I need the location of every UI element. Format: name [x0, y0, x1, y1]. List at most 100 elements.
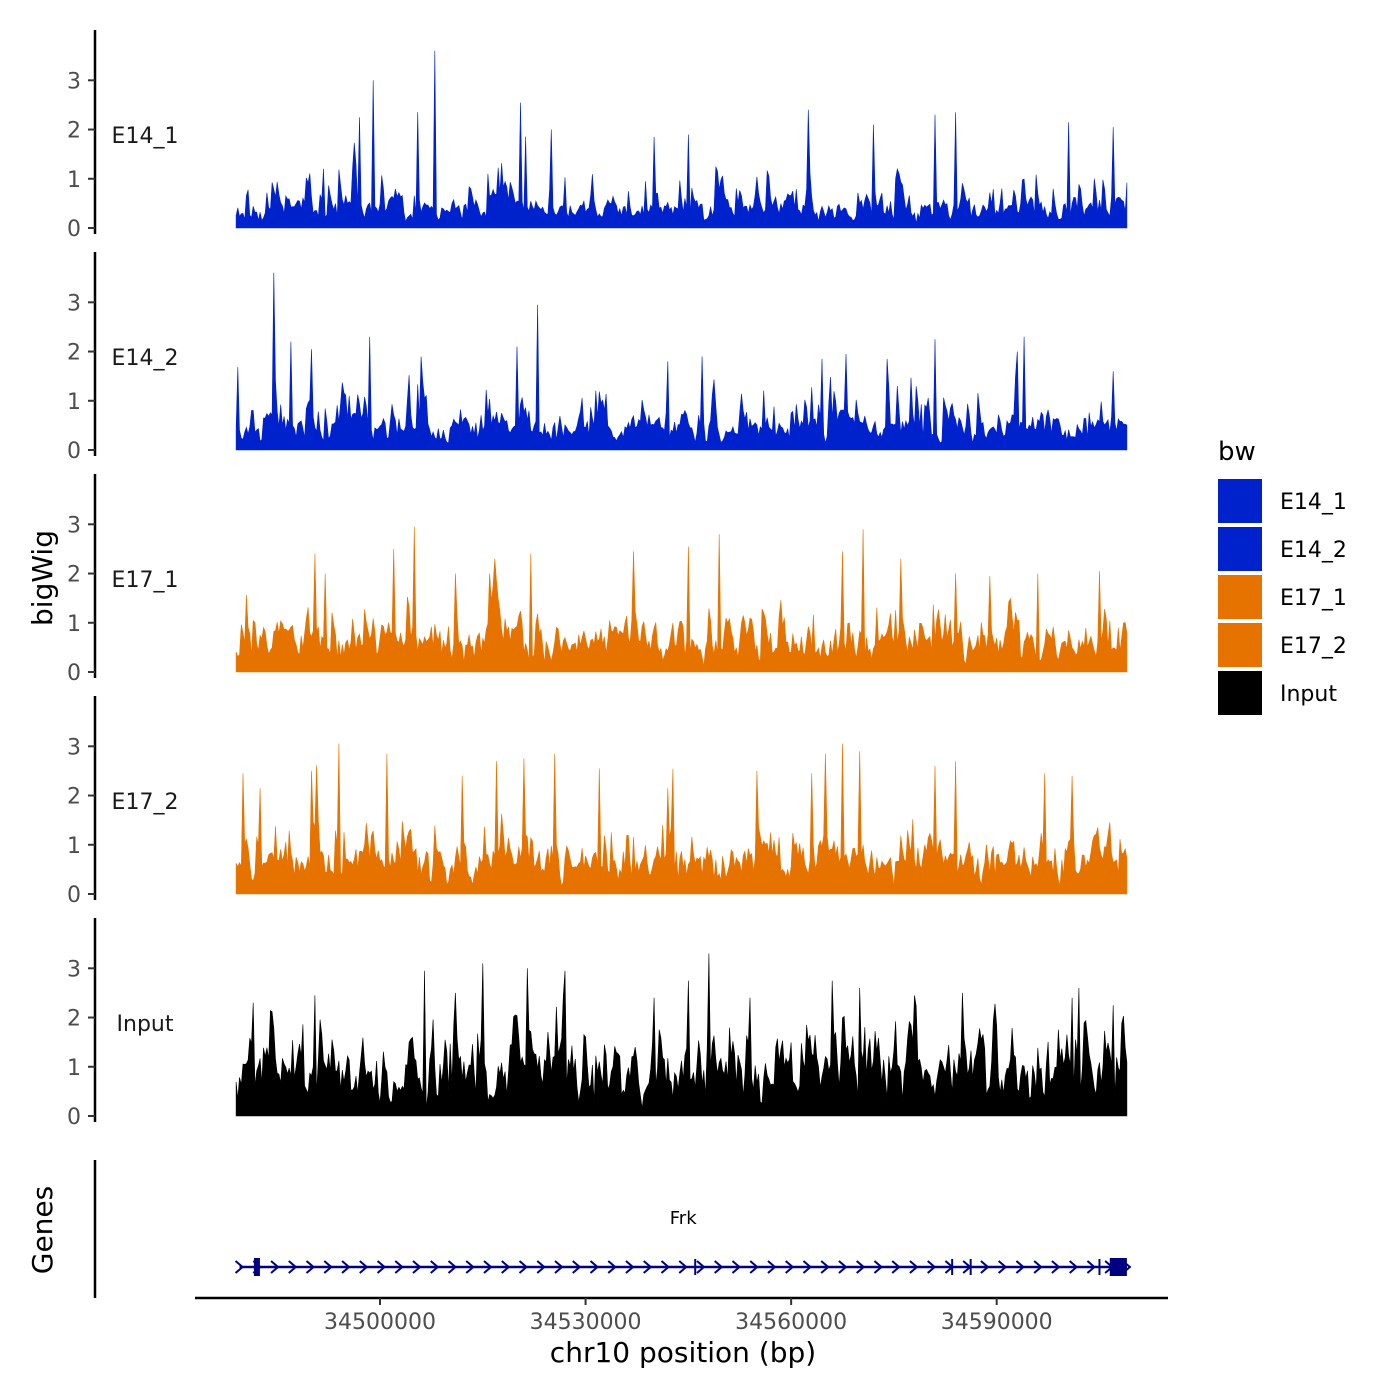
strand-arrow — [323, 1260, 333, 1274]
legend: E14_1 E14_2 E17_1 E17_2 Input — [1218, 479, 1347, 715]
track-E14_1: 0 1 2 3 E14_1 — [67, 30, 1128, 242]
y-tick-label: 3 — [67, 735, 81, 760]
strand-arrow — [731, 1260, 741, 1274]
x-axis: 34500000 34530000 34560000 34590000 — [195, 1296, 1168, 1335]
y-tick-label: 0 — [67, 883, 81, 908]
x-tick-label: 34500000 — [324, 1310, 436, 1335]
y-tick-label: 0 — [67, 439, 81, 464]
strand-arrow — [412, 1260, 422, 1274]
signal-tracks: 0 1 2 3 E14_1 0 1 2 3 E14_2 0 1 2 3 E17_1 0 1 2 3 E17_2 0 1 2 3… — [67, 30, 1128, 1130]
legend-label: E14_2 — [1280, 538, 1347, 563]
strand-arrow — [767, 1260, 777, 1274]
strand-arrow — [554, 1260, 564, 1274]
strand-arrow — [891, 1260, 901, 1274]
strand-arrow — [678, 1260, 688, 1274]
strand-arrow — [572, 1260, 582, 1274]
y-tick-label: 2 — [67, 785, 81, 810]
legend-swatch — [1218, 575, 1262, 619]
strand-arrow — [447, 1260, 458, 1274]
legend-title: bw — [1218, 437, 1256, 467]
legend-label: Input — [1280, 682, 1337, 707]
track-label: E14_1 — [112, 124, 179, 149]
track-label: E17_1 — [112, 568, 179, 593]
track-E17_2: 0 1 2 3 E17_2 — [67, 696, 1128, 908]
strand-arrow — [607, 1260, 617, 1274]
y-tick-label: 1 — [67, 168, 81, 193]
strand-arrow — [305, 1260, 316, 1274]
strand-arrow — [501, 1260, 511, 1274]
exon — [253, 1258, 260, 1276]
y-tick-label: 0 — [67, 1105, 81, 1130]
signal-area-E14_1 — [235, 50, 1128, 229]
strand-arrow — [856, 1260, 866, 1274]
y-tick-label: 2 — [67, 563, 81, 588]
strand-arrow — [430, 1260, 440, 1274]
y-tick-label: 3 — [67, 513, 81, 538]
gene-name: Frk — [670, 1208, 697, 1229]
y-tick-label: 1 — [67, 390, 81, 415]
signal-area-E17_2 — [235, 743, 1128, 895]
legend-label: E14_1 — [1280, 490, 1347, 515]
y-tick-label: 3 — [67, 69, 81, 94]
strand-arrow — [820, 1260, 830, 1274]
strand-arrow — [1015, 1260, 1025, 1274]
strand-arrow — [873, 1260, 883, 1274]
strand-arrow — [625, 1260, 635, 1274]
strand-arrow — [1068, 1260, 1079, 1274]
y-tick-label: 1 — [67, 612, 81, 637]
strand-arrow — [359, 1260, 369, 1274]
y-tick-label: 0 — [67, 217, 81, 242]
y-axis-title: bigWig — [26, 530, 59, 626]
track-label: Input — [117, 1012, 174, 1037]
strand-arrow — [288, 1260, 298, 1274]
y-tick-label: 0 — [67, 661, 81, 686]
signal-area-Input — [235, 953, 1128, 1117]
strand-arrow — [696, 1260, 706, 1274]
y-tick-label: 1 — [67, 1056, 81, 1081]
legend-label: E17_1 — [1280, 586, 1347, 611]
strand-arrow — [376, 1260, 387, 1274]
legend-swatch — [1218, 527, 1262, 571]
strand-arrow — [998, 1260, 1008, 1274]
strand-arrow — [1086, 1260, 1096, 1274]
exon — [1109, 1258, 1127, 1276]
x-axis-title: chr10 position (bp) — [550, 1336, 816, 1369]
gene-track: Frk — [93, 1160, 1132, 1298]
legend-swatch — [1218, 671, 1262, 715]
x-tick-label: 34530000 — [530, 1310, 642, 1335]
strand-arrow — [234, 1260, 245, 1274]
signal-area-E17_1 — [235, 526, 1128, 673]
strand-arrow — [660, 1260, 671, 1274]
strand-arrow — [465, 1260, 475, 1274]
genes-track-title: Genes — [26, 1186, 59, 1274]
track-Input: 0 1 2 3 Input — [67, 918, 1128, 1130]
strand-arrow — [785, 1260, 795, 1274]
strand-arrow — [483, 1260, 493, 1274]
strand-arrow — [518, 1260, 529, 1274]
strand-arrow — [341, 1260, 351, 1274]
strand-arrow — [589, 1260, 600, 1274]
strand-arrow — [802, 1260, 812, 1274]
y-tick-label: 3 — [67, 957, 81, 982]
legend-label: E17_2 — [1280, 634, 1347, 659]
track-E14_2: 0 1 2 3 E14_2 — [67, 252, 1128, 464]
y-tick-label: 3 — [67, 291, 81, 316]
strand-arrow — [536, 1260, 546, 1274]
y-tick-label: 1 — [67, 834, 81, 859]
strand-arrow — [749, 1260, 759, 1274]
strand-arrow — [714, 1260, 724, 1274]
signal-area-E14_2 — [235, 272, 1128, 451]
track-E17_1: 0 1 2 3 E17_1 — [67, 474, 1128, 686]
strand-arrow — [909, 1260, 919, 1274]
strand-arrow — [1051, 1260, 1061, 1274]
strand-arrow — [270, 1260, 280, 1274]
x-tick-label: 34560000 — [735, 1310, 847, 1335]
strand-arrow — [980, 1260, 990, 1274]
strand-arrow — [838, 1260, 848, 1274]
y-tick-label: 2 — [67, 119, 81, 144]
strand-arrow — [927, 1260, 937, 1274]
y-tick-label: 2 — [67, 341, 81, 366]
legend-swatch — [1218, 479, 1262, 523]
track-label: E14_2 — [112, 346, 179, 371]
